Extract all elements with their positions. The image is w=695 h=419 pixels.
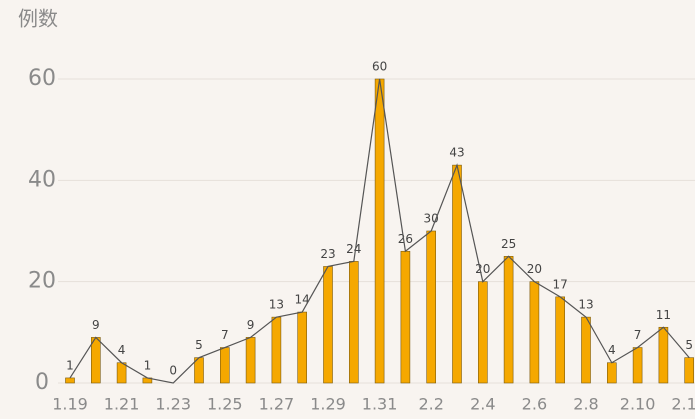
bar bbox=[271, 316, 282, 384]
data-label: 5 bbox=[685, 338, 693, 352]
x-tick-label: 2.6 bbox=[522, 395, 547, 414]
chart-title: 例数 bbox=[18, 7, 58, 31]
data-label: 1 bbox=[144, 358, 152, 372]
bar bbox=[374, 78, 385, 384]
data-label: 7 bbox=[221, 328, 229, 342]
bar bbox=[632, 347, 643, 384]
data-label: 60 bbox=[372, 60, 387, 74]
data-label: 24 bbox=[346, 242, 361, 256]
bar bbox=[503, 256, 514, 384]
bar bbox=[684, 357, 695, 384]
bar bbox=[606, 362, 617, 384]
data-label: 9 bbox=[92, 318, 100, 332]
data-label: 23 bbox=[320, 247, 335, 261]
y-tick-label: 20 bbox=[28, 269, 56, 294]
data-label: 9 bbox=[247, 318, 255, 332]
line bbox=[69, 78, 690, 384]
x-tick-label: 2.4 bbox=[470, 395, 495, 414]
x-tick-label: 2.2 bbox=[418, 395, 443, 414]
x-tick-label: 2.10 bbox=[620, 395, 656, 414]
x-tick-label: 1.19 bbox=[52, 395, 88, 414]
x-tick-label: 1.27 bbox=[259, 395, 295, 414]
y-tick-label: 60 bbox=[28, 66, 56, 91]
data-label: 25 bbox=[501, 237, 516, 251]
bar bbox=[452, 164, 462, 384]
data-label: 5 bbox=[195, 338, 203, 352]
bar bbox=[477, 281, 488, 384]
x-tick-label: 1.25 bbox=[207, 395, 243, 414]
data-label: 20 bbox=[475, 262, 490, 276]
data-label: 14 bbox=[295, 293, 310, 307]
x-tick-label: 2.12 bbox=[671, 395, 695, 414]
bar bbox=[426, 230, 437, 384]
bar bbox=[658, 326, 669, 384]
x-tick-label: 1.31 bbox=[362, 395, 398, 414]
x-tick-label: 1.23 bbox=[155, 395, 191, 414]
bar bbox=[116, 362, 127, 384]
y-tick-label: 40 bbox=[28, 167, 56, 192]
data-label: 20 bbox=[527, 262, 542, 276]
data-label: 1 bbox=[66, 358, 74, 372]
y-tick-label: 0 bbox=[35, 370, 49, 395]
data-label: 7 bbox=[634, 328, 642, 342]
data-label: 13 bbox=[578, 298, 593, 312]
x-tick-label: 1.21 bbox=[104, 395, 140, 414]
data-label: 11 bbox=[656, 308, 671, 322]
bar bbox=[297, 311, 308, 384]
data-label: 17 bbox=[553, 277, 568, 291]
data-label: 0 bbox=[169, 364, 177, 378]
bar bbox=[65, 377, 75, 384]
data-label: 13 bbox=[269, 298, 284, 312]
x-tick-label: 2.8 bbox=[573, 395, 598, 414]
bar bbox=[245, 337, 256, 384]
bar bbox=[323, 266, 333, 384]
bar bbox=[529, 281, 540, 384]
bar bbox=[348, 261, 359, 384]
bar bbox=[581, 316, 591, 384]
data-label: 4 bbox=[118, 343, 126, 357]
bar bbox=[555, 296, 566, 384]
bar bbox=[400, 250, 411, 384]
bar bbox=[220, 347, 230, 384]
data-label: 4 bbox=[608, 343, 616, 357]
x-tick-label: 1.29 bbox=[310, 395, 346, 414]
data-label: 43 bbox=[449, 146, 464, 160]
bar bbox=[91, 337, 101, 384]
data-label: 26 bbox=[398, 232, 413, 246]
